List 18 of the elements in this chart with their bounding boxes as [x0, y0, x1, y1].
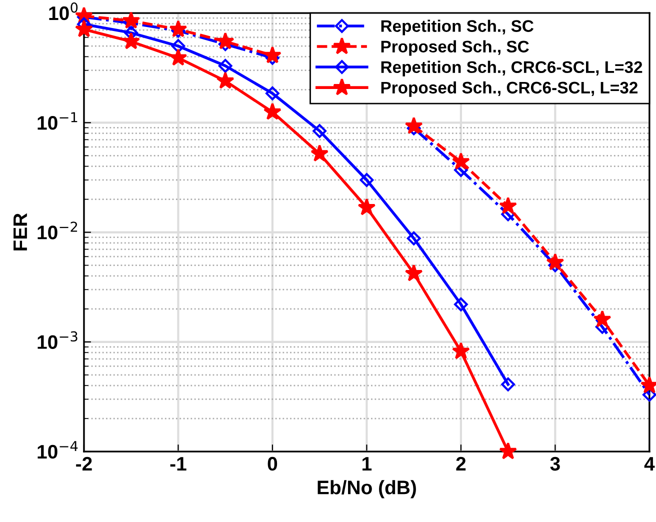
x-tick-label: -1 — [170, 457, 186, 470]
x-tick-label: -2 — [76, 456, 92, 470]
x-tick-label: 3 — [550, 456, 560, 471]
y-axis-title: FER — [14, 213, 27, 250]
x-axis-title: Eb/No (dB) — [318, 480, 416, 498]
y-tick-label: 10$^{−3}$ — [38, 331, 78, 349]
legend-label: Repetition Sch., SC — [381, 20, 534, 36]
legend-label: Repetition Sch., CRC6-SCL, L=32 — [381, 60, 642, 76]
x-tick-label: 0 — [268, 456, 278, 471]
legend-label: Proposed Sch., SC — [381, 40, 529, 56]
y-tick-label: 10$^{−2}$ — [38, 222, 78, 240]
x-tick-label: 2 — [456, 456, 466, 470]
y-tick-label: 10$^{0}$ — [49, 2, 78, 20]
legend-label: Proposed Sch., CRC6-SCL, L=32 — [381, 81, 638, 97]
y-tick-label: 10$^{−1}$ — [38, 112, 78, 130]
x-tick-label: 1 — [362, 457, 372, 470]
x-tick-label: 4 — [644, 457, 655, 470]
y-tick-label: 10$^{−4}$ — [38, 441, 78, 459]
